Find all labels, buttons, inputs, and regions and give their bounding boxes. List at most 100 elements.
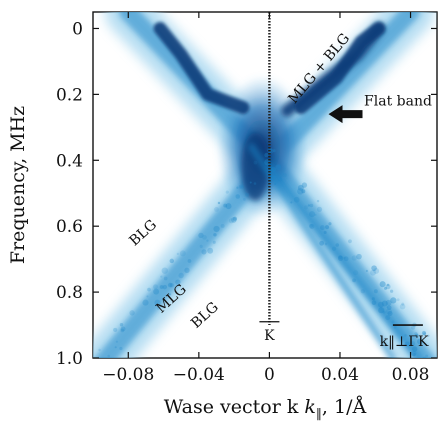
noise-dot (325, 225, 330, 230)
noise-dot (169, 283, 174, 288)
noise-dot (425, 354, 429, 358)
noise-dot (232, 216, 238, 221)
noise-dot (162, 284, 168, 290)
noise-dot (206, 239, 209, 242)
noise-dot (175, 279, 181, 285)
y-tick-label: 0 (72, 19, 83, 39)
noise-dot (176, 252, 179, 255)
noise-dot (379, 281, 386, 288)
noise-dot (160, 275, 163, 278)
noise-dot (353, 270, 359, 276)
noise-dot (328, 222, 332, 226)
noise-dot (386, 283, 390, 287)
noise-dot (264, 159, 271, 166)
y-tick-label: 1.0 (56, 349, 83, 369)
noise-dot (115, 340, 118, 343)
noise-dot (309, 203, 314, 208)
noise-dot (282, 173, 287, 178)
noise-dot (399, 303, 406, 310)
noise-dot (370, 269, 376, 276)
noise-dot (97, 369, 100, 372)
noise-dot (207, 247, 214, 254)
noise-dot (412, 353, 416, 357)
noise-dot (324, 242, 328, 246)
noise-dot (391, 320, 395, 324)
noise-dot (119, 323, 124, 327)
x-title-unit: , 1/Å (322, 396, 367, 418)
noise-dot (430, 363, 433, 366)
noise-dot (331, 246, 337, 251)
noise-dot (274, 183, 277, 186)
noise-dot (120, 328, 125, 333)
noise-dot (293, 196, 300, 203)
noise-dot (114, 346, 117, 349)
x-tick-label: 0.08 (392, 365, 430, 385)
noise-dot (184, 267, 190, 274)
noise-dot (338, 255, 343, 259)
noise-dot (167, 282, 173, 288)
noise-dot (301, 182, 308, 188)
noise-dot (348, 239, 352, 244)
x-tick-label: −0.08 (102, 365, 154, 385)
noise-dot (169, 258, 175, 264)
noise-dot (119, 346, 123, 351)
noise-dot (382, 310, 386, 314)
noise-dot (338, 255, 344, 261)
noise-dot (213, 233, 217, 237)
noise-dot (264, 152, 269, 158)
noise-dot (297, 188, 304, 195)
noise-dot (319, 240, 325, 246)
noise-dot (316, 199, 320, 203)
noise-dot (223, 203, 228, 208)
annotation-k-k: k‖⊥ΓK (380, 334, 429, 350)
noise-dot (309, 223, 315, 229)
noise-dot (187, 259, 192, 263)
noise-dot (113, 327, 118, 332)
noise-dot (385, 299, 392, 306)
noise-dot (422, 356, 427, 358)
noise-dot (385, 284, 391, 290)
noise-dot (411, 346, 418, 352)
v-band-right (294, 21, 386, 115)
noise-dot (385, 315, 391, 321)
noise-dot (381, 300, 388, 307)
noise-dot (199, 244, 203, 248)
noise-dot (335, 243, 340, 247)
noise-dot (323, 230, 327, 234)
noise-dot (410, 341, 416, 346)
y-tick-label: 0.4 (56, 151, 83, 171)
noise-dot (301, 189, 306, 194)
noise-dot (228, 218, 234, 224)
noise-dot (198, 232, 204, 239)
noise-dot (212, 240, 216, 244)
noise-dot (163, 276, 168, 281)
noise-dot (371, 300, 377, 305)
noise-dot (235, 194, 240, 199)
noise-dot (396, 298, 400, 302)
noise-dot (243, 198, 246, 201)
noise-dot (231, 217, 237, 223)
noise-dot (154, 299, 161, 306)
y-tick-label: 0.8 (56, 283, 83, 303)
noise-dot (238, 184, 244, 190)
x-tick-label: −0.04 (173, 365, 225, 385)
noise-dot (378, 307, 385, 314)
noise-dot (307, 204, 311, 207)
y-tick-label: 0.6 (56, 217, 83, 237)
noise-dot (225, 203, 232, 210)
noise-dot (153, 288, 160, 295)
noise-dot (93, 369, 95, 371)
x-title-main: Wase vector k (164, 396, 305, 418)
noise-dot (304, 205, 308, 210)
noise-dot (373, 289, 378, 294)
x-axis-title: Wase vector k k‖, 1/Å (164, 396, 367, 420)
annotation-flat-band: Flat band (364, 94, 432, 110)
noise-dot (201, 249, 207, 255)
noise-dot (386, 308, 392, 315)
noise-dot (272, 149, 276, 153)
noise-dot (268, 148, 274, 154)
noise-dot (352, 278, 356, 283)
noise-dot (371, 297, 375, 301)
noise-dot (411, 325, 416, 330)
y-tick-label: 0.2 (56, 85, 83, 105)
